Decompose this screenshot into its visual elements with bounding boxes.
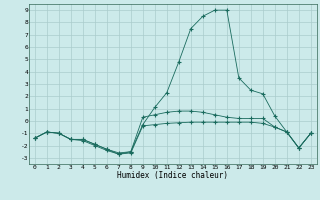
X-axis label: Humidex (Indice chaleur): Humidex (Indice chaleur) [117, 171, 228, 180]
